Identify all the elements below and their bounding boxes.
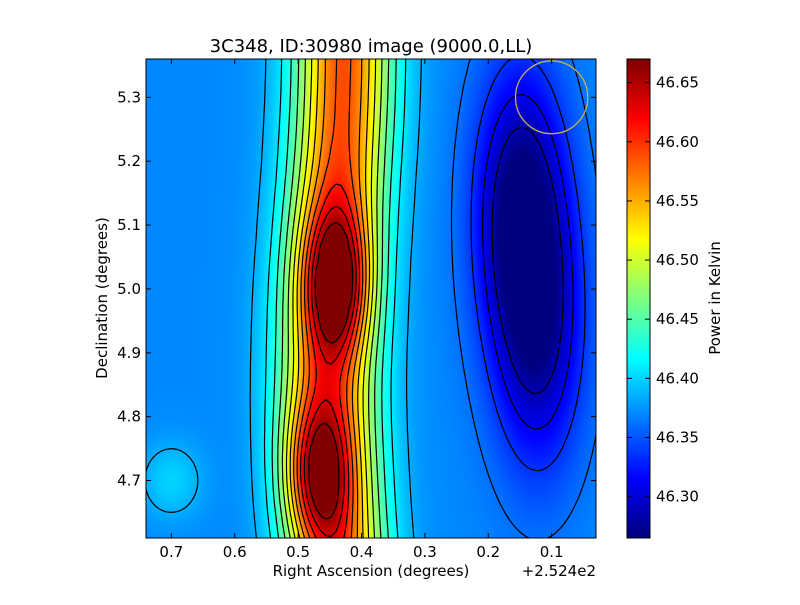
contour-line: [277, 59, 390, 538]
y-tick-label: 5.3: [117, 88, 141, 106]
x-axis-label: Right Ascension (degrees): [273, 562, 470, 580]
x-tick-label: 0.2: [476, 543, 500, 561]
colorbar-tick-label: 46.55: [656, 192, 699, 210]
x-axis-offset-label: +2.524e2: [522, 562, 596, 580]
colorbar-tick-label: 46.35: [656, 428, 699, 446]
x-tick-label: 0.6: [223, 543, 247, 561]
colorbar-ticks: 46.30 46.35 46.40 46.45 46.50 46.55 46.60 46.65: [627, 74, 699, 506]
colorbar-tick-label: 46.50: [656, 251, 699, 269]
contour-line: [450, 59, 596, 538]
contour-line: [146, 59, 422, 538]
y-tick-label: 4.8: [117, 408, 141, 426]
colorbar-label: Power in Kelvin: [706, 241, 724, 355]
colorbar-tick-label: 46.40: [656, 369, 699, 387]
x-tick-label: 0.5: [286, 543, 310, 561]
contour-line: [491, 126, 564, 395]
colorbar-tick-label: 46.30: [656, 488, 699, 506]
contour-line: [263, 59, 407, 538]
x-tick-label: 0.1: [540, 543, 564, 561]
contour-line: [285, 59, 377, 538]
x-tick-label: 0.4: [350, 543, 374, 561]
colorbar-tick-label: 46.65: [656, 74, 699, 92]
x-axis-ticks: 0.7 0.6 0.5 0.4 0.3 0.2 0.1: [159, 59, 564, 561]
contour-line: [281, 59, 383, 538]
contour-line: [303, 205, 357, 537]
y-tick-label: 4.7: [117, 472, 141, 490]
x-tick-label: 0.7: [159, 543, 183, 561]
y-axis-ticks: 4.7 4.8 4.9 5.0 5.1 5.2 5.3: [117, 88, 596, 490]
colorbar-tick-label: 46.60: [656, 133, 699, 151]
y-tick-label: 5.0: [117, 280, 141, 298]
contour-line: [470, 59, 586, 472]
contour-line: [296, 59, 364, 538]
colorbar: 46.30 46.35 46.40 46.45 46.50 46.55 46.60 46.65…: [626, 58, 724, 539]
contour-line: [293, 59, 367, 538]
x-tick-label: 0.3: [413, 543, 437, 561]
contour-line: [308, 222, 354, 520]
heatmap-plot-area: [145, 58, 597, 539]
y-tick-label: 5.2: [117, 152, 141, 170]
contour-line: [289, 59, 371, 538]
contour-lines: [146, 59, 596, 538]
colorbar-gradient: [627, 59, 650, 538]
contour-line: [271, 59, 397, 538]
chart-title: 3C348, ID:30980 image (9000.0,LL): [210, 36, 533, 57]
y-axis-label: Declination (degrees): [93, 217, 111, 379]
y-tick-label: 4.9: [117, 344, 141, 362]
plot-frame: [145, 58, 597, 539]
colorbar-frame: [626, 58, 651, 539]
colorbar-tick-label: 46.45: [656, 310, 699, 328]
y-tick-label: 5.1: [117, 216, 141, 234]
contour-line: [482, 94, 574, 430]
contour-line: [300, 183, 361, 538]
